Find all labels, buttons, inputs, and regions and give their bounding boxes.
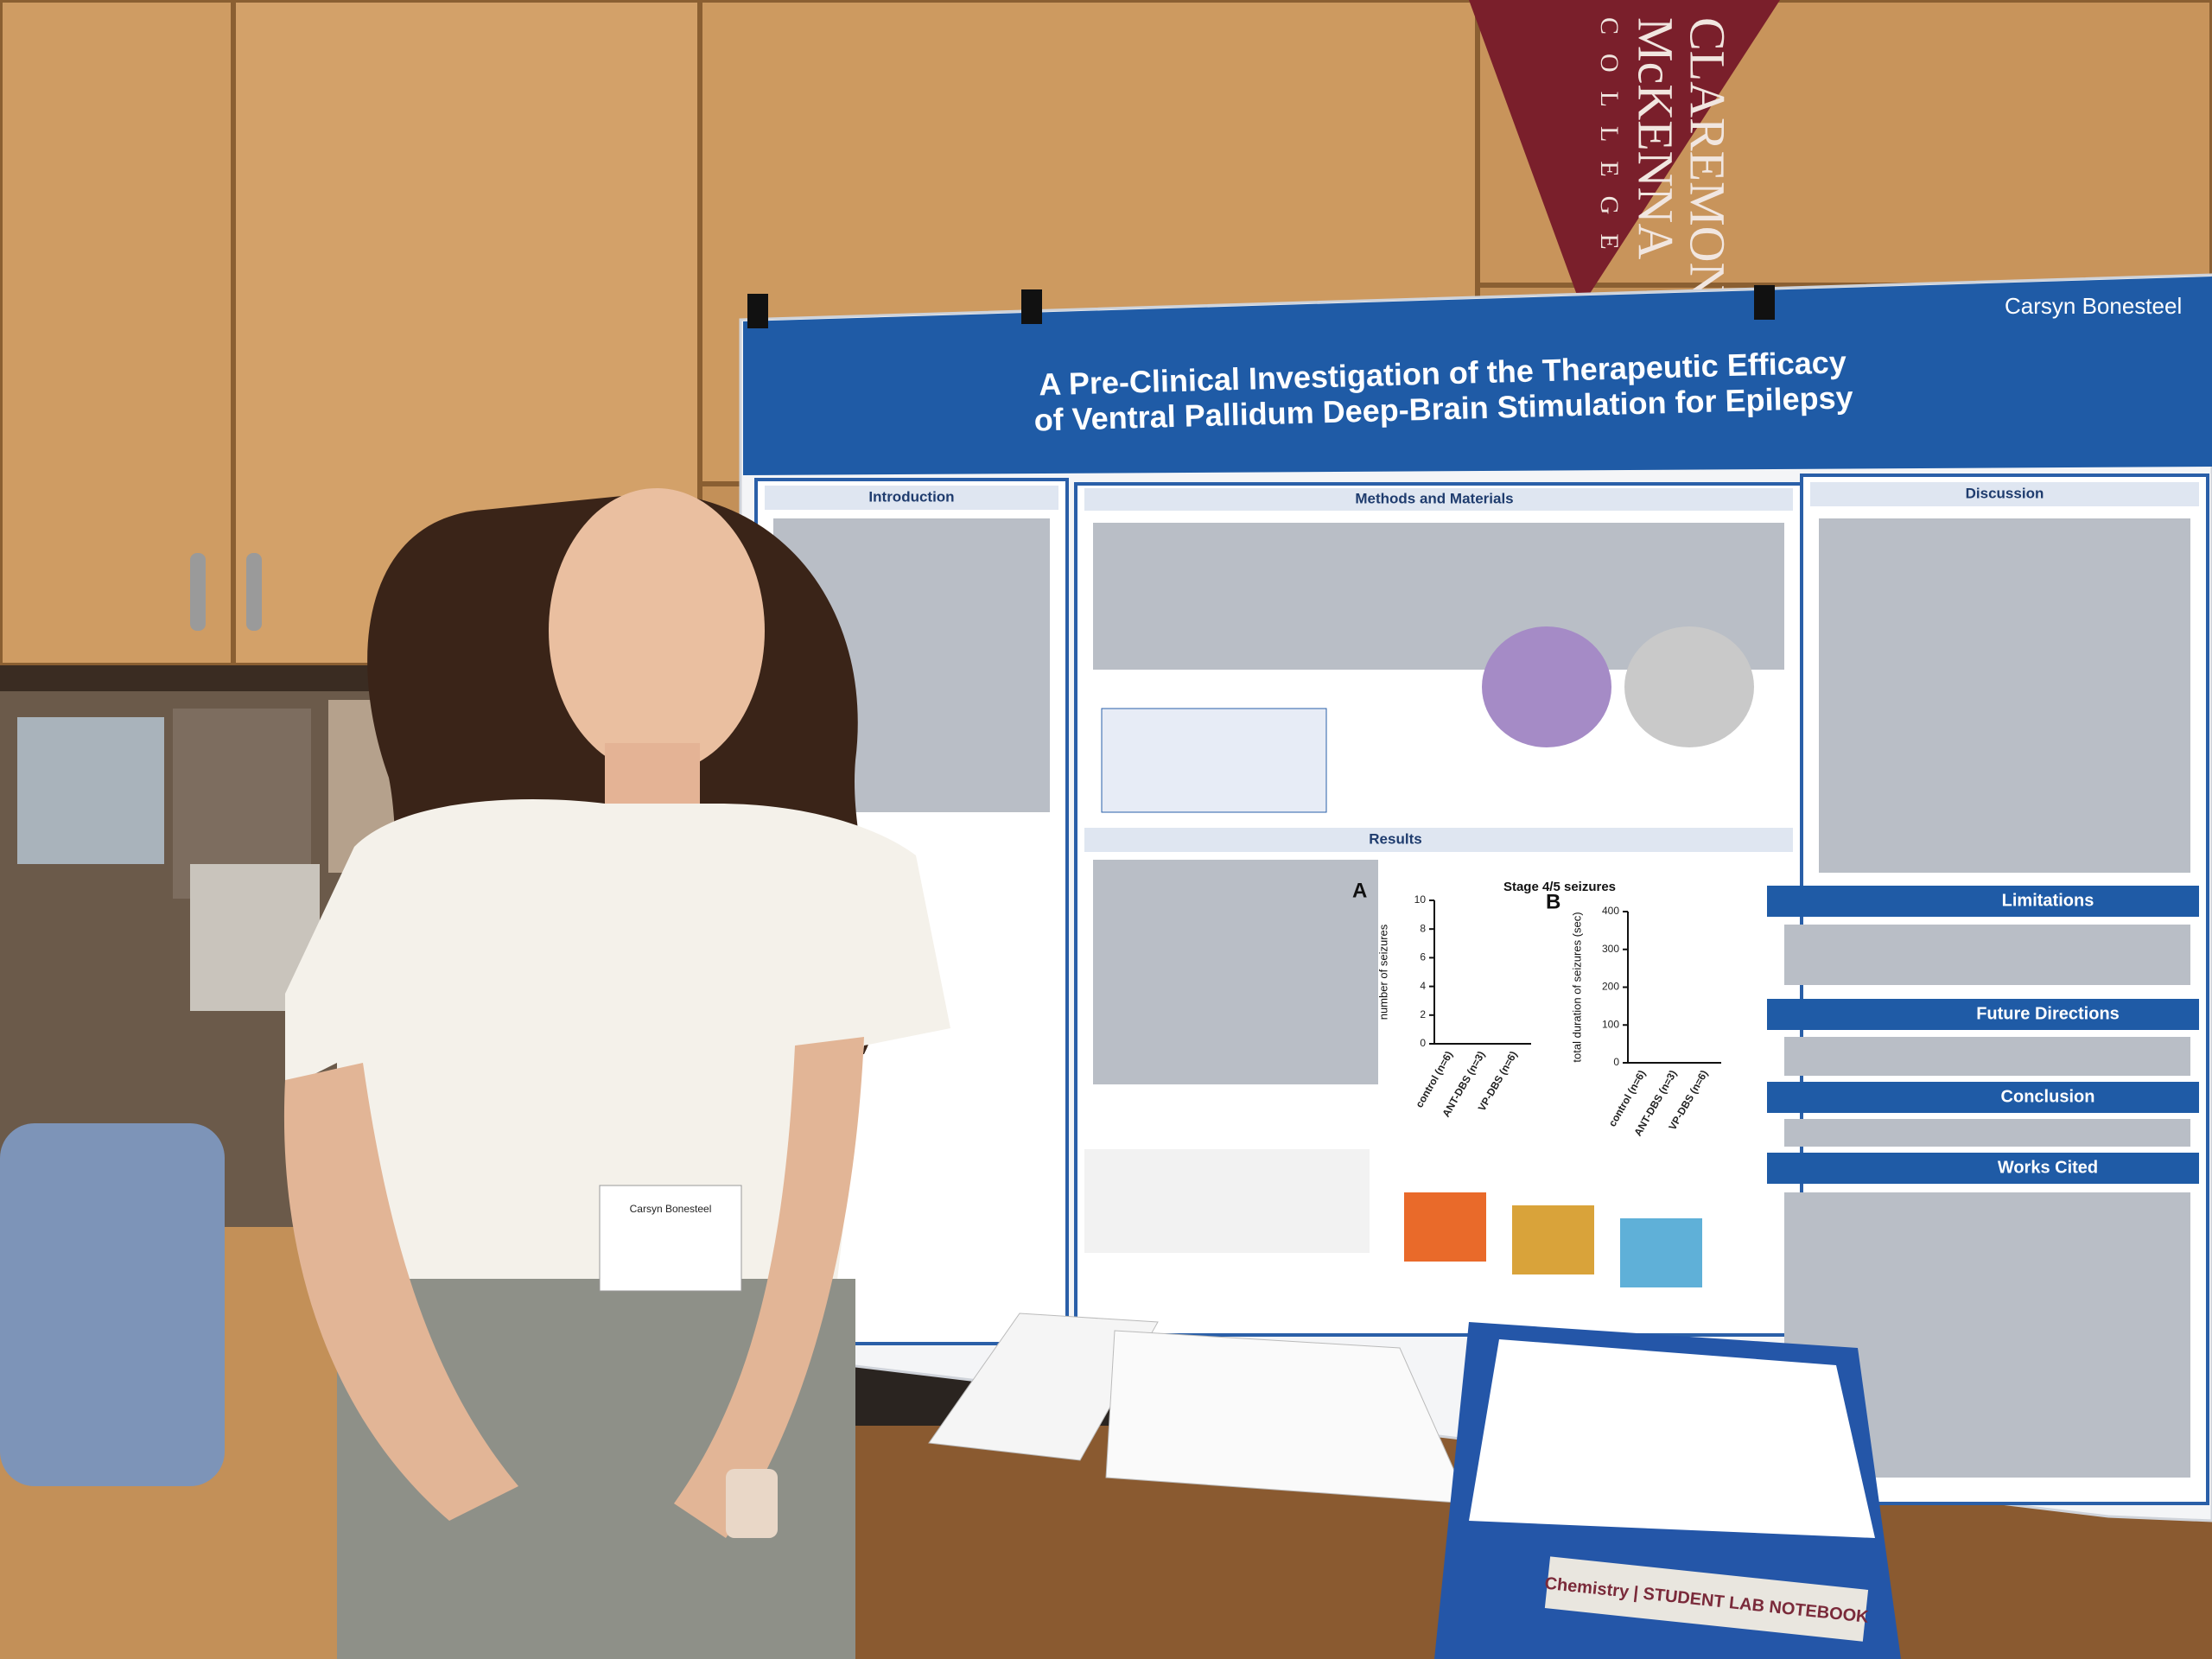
section-title: Introduction (868, 488, 954, 505)
y-tick-label: 400 (1602, 905, 1619, 917)
tote-bag (0, 1123, 225, 1486)
face (549, 488, 765, 773)
section-title: Limitations (2002, 891, 2094, 910)
section-bar (1767, 999, 2199, 1030)
y-tick-label: 100 (1602, 1018, 1619, 1030)
poster-author: Carsyn Bonesteel (2005, 293, 2182, 319)
section-title: Results (1369, 830, 1421, 847)
chart-title: Stage 4/5 seizures (1503, 880, 1616, 894)
paper-stack (928, 1313, 1159, 1461)
section-title: Discussion (1966, 485, 2044, 501)
watch (726, 1469, 778, 1538)
binder-cover (1469, 1339, 1875, 1538)
panel-label: A (1352, 879, 1367, 902)
brain-slice (1624, 626, 1754, 747)
arm (283, 1063, 518, 1521)
panel-label: B (1546, 890, 1560, 913)
text-block (1093, 860, 1378, 1084)
section-title: Works Cited (1998, 1158, 2098, 1177)
section-bar (1767, 1153, 2199, 1184)
section-bar (1084, 828, 1793, 852)
cabinet-handle (246, 553, 262, 631)
poster-header (743, 276, 2212, 475)
section-title: Future Directions (1976, 1004, 2120, 1023)
y-tick-label: 200 (1602, 981, 1619, 993)
binder-clip (1021, 289, 1042, 324)
y-tick-label: 0 (1613, 1056, 1619, 1068)
spectrogram (1620, 1218, 1702, 1287)
section-bar (1084, 488, 1793, 511)
pennant-text: CLAREMON McKENNA COLLEGE (1595, 17, 1736, 298)
cabinet-handle (190, 553, 206, 631)
section-title: Methods and Materials (1355, 490, 1513, 506)
y-tick-label: 6 (1420, 951, 1426, 963)
pennant-line: CLAREMON (1680, 17, 1736, 298)
section-title: Conclusion (2001, 1087, 2095, 1106)
y-axis-label: total duration of seizures (sec) (1570, 912, 1583, 1062)
section-bar (1810, 482, 2199, 506)
notebook (1544, 1556, 1869, 1642)
text-block (1819, 518, 2190, 873)
y-tick-label: 4 (1420, 980, 1426, 992)
arm (674, 1037, 864, 1538)
spectrogram (1404, 1192, 1486, 1262)
binder-clip (747, 294, 768, 328)
pennant-line: COLLEGE (1595, 17, 1624, 269)
eeg-trace (1084, 1149, 1370, 1253)
y-tick-label: 0 (1420, 1037, 1426, 1049)
y-tick-label: 8 (1420, 922, 1426, 934)
y-tick-label: 10 (1414, 893, 1427, 906)
text-block (1784, 1119, 2190, 1147)
poster-title: A Pre-Clinical Investigation of the Ther… (1033, 344, 1853, 437)
spectrogram (1512, 1205, 1594, 1274)
section-bar (765, 486, 1058, 510)
brain-slice (1482, 626, 1611, 747)
pennant-line: McKENNA (1628, 17, 1684, 259)
section-bar (1767, 886, 2199, 917)
binder-clip (1754, 285, 1775, 320)
racine-table (1101, 708, 1327, 813)
text-block (1784, 925, 2190, 985)
y-axis-label: number of seizures (1376, 924, 1389, 1020)
y-tick-label: 300 (1602, 943, 1619, 955)
name-badge (599, 1185, 742, 1292)
photo (17, 717, 164, 864)
badge-name: Carsyn Bonesteel (630, 1203, 712, 1215)
y-tick-label: 2 (1420, 1008, 1426, 1020)
text-block (1784, 1037, 2190, 1076)
pennant (1469, 0, 1780, 307)
section-bar (1767, 1082, 2199, 1113)
